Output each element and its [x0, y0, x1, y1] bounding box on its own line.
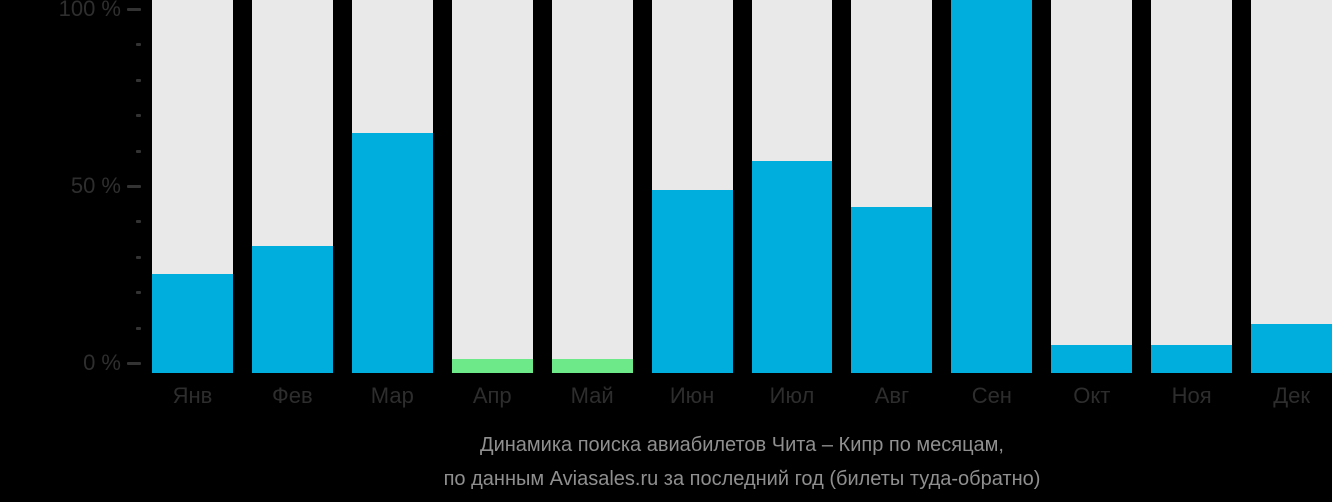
bar-fill: [351, 133, 433, 373]
caption-line-2: по данным Aviasales.ru за последний год …: [443, 468, 1041, 490]
x-axis-label: Окт: [1073, 383, 1111, 408]
x-axis-label: Июн: [669, 383, 715, 408]
x-axis-label: Янв: [172, 383, 213, 408]
x-axis-label: Сен: [971, 383, 1012, 408]
bar-fill: [851, 207, 933, 373]
bar-track: [1151, 0, 1233, 373]
bar-track: [651, 0, 733, 373]
x-axis-labels: Янв Фев Мар Апр Май Июн Июл Авг Сен Окт Ноя Дек: [152, 383, 1332, 409]
y-axis-tick: [127, 8, 141, 11]
bar-fill: [251, 246, 333, 373]
y-axis-label: 100 %: [58, 0, 121, 21]
chart-caption: Динамика поиска авиабилетов Чита – Кипр …: [152, 432, 1332, 492]
bar-fill: [1051, 345, 1133, 373]
bar-track: [751, 0, 833, 373]
bar-track: [551, 0, 633, 373]
y-axis-tick: [136, 43, 141, 46]
y-axis-tick: [136, 79, 141, 82]
bar-track: [251, 0, 333, 373]
x-axis-label: Июл: [769, 383, 815, 408]
bar-fill: [1251, 324, 1332, 373]
y-axis-tick: [136, 150, 141, 153]
bar-fill: [951, 0, 1033, 373]
y-axis-tick: [136, 256, 141, 259]
x-axis-label: Авг: [874, 383, 910, 408]
y-axis-tick: [136, 114, 141, 117]
bar-track: [1051, 0, 1133, 373]
y-axis-tick: [136, 291, 141, 294]
bar-fill: [451, 359, 533, 373]
x-axis-label: Мар: [370, 383, 414, 408]
plot-area: [152, 0, 1332, 373]
bar-track: [351, 0, 433, 373]
x-axis-label: Май: [570, 383, 614, 408]
y-axis-label: 50 %: [70, 173, 121, 198]
bar-fill: [551, 359, 633, 373]
y-axis-tick: [127, 185, 141, 188]
bar-track: [451, 0, 533, 373]
y-axis-tick: [136, 327, 141, 330]
bar-track: [1251, 0, 1332, 373]
bar-track: [152, 0, 233, 373]
bar-fill: [651, 190, 733, 373]
x-axis-label: Ноя: [1171, 383, 1212, 408]
x-axis-label: Фев: [272, 383, 313, 408]
x-axis-label: Дек: [1273, 383, 1310, 408]
bar-fill: [152, 274, 233, 373]
y-axis: 0 % 50 % 100 %: [0, 0, 152, 375]
bar-track: [951, 0, 1033, 373]
y-axis-label: 0 %: [83, 350, 121, 375]
caption-line-1: Динамика поиска авиабилетов Чита – Кипр …: [480, 434, 1004, 456]
x-axis-label: Апр: [472, 383, 512, 408]
bar-fill: [1151, 345, 1233, 373]
bar-fill: [751, 161, 833, 373]
bar-track: [851, 0, 933, 373]
y-axis-tick: [127, 362, 141, 365]
y-axis-tick: [136, 220, 141, 223]
